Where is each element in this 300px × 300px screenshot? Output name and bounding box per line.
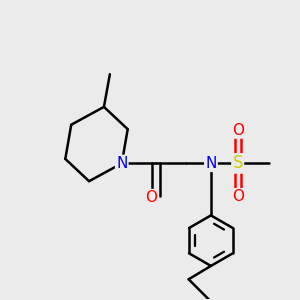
Text: N: N bbox=[116, 156, 128, 171]
Text: N: N bbox=[205, 156, 217, 171]
Text: O: O bbox=[146, 190, 158, 205]
Text: O: O bbox=[232, 189, 244, 204]
Text: O: O bbox=[232, 123, 244, 138]
Text: S: S bbox=[232, 154, 243, 172]
